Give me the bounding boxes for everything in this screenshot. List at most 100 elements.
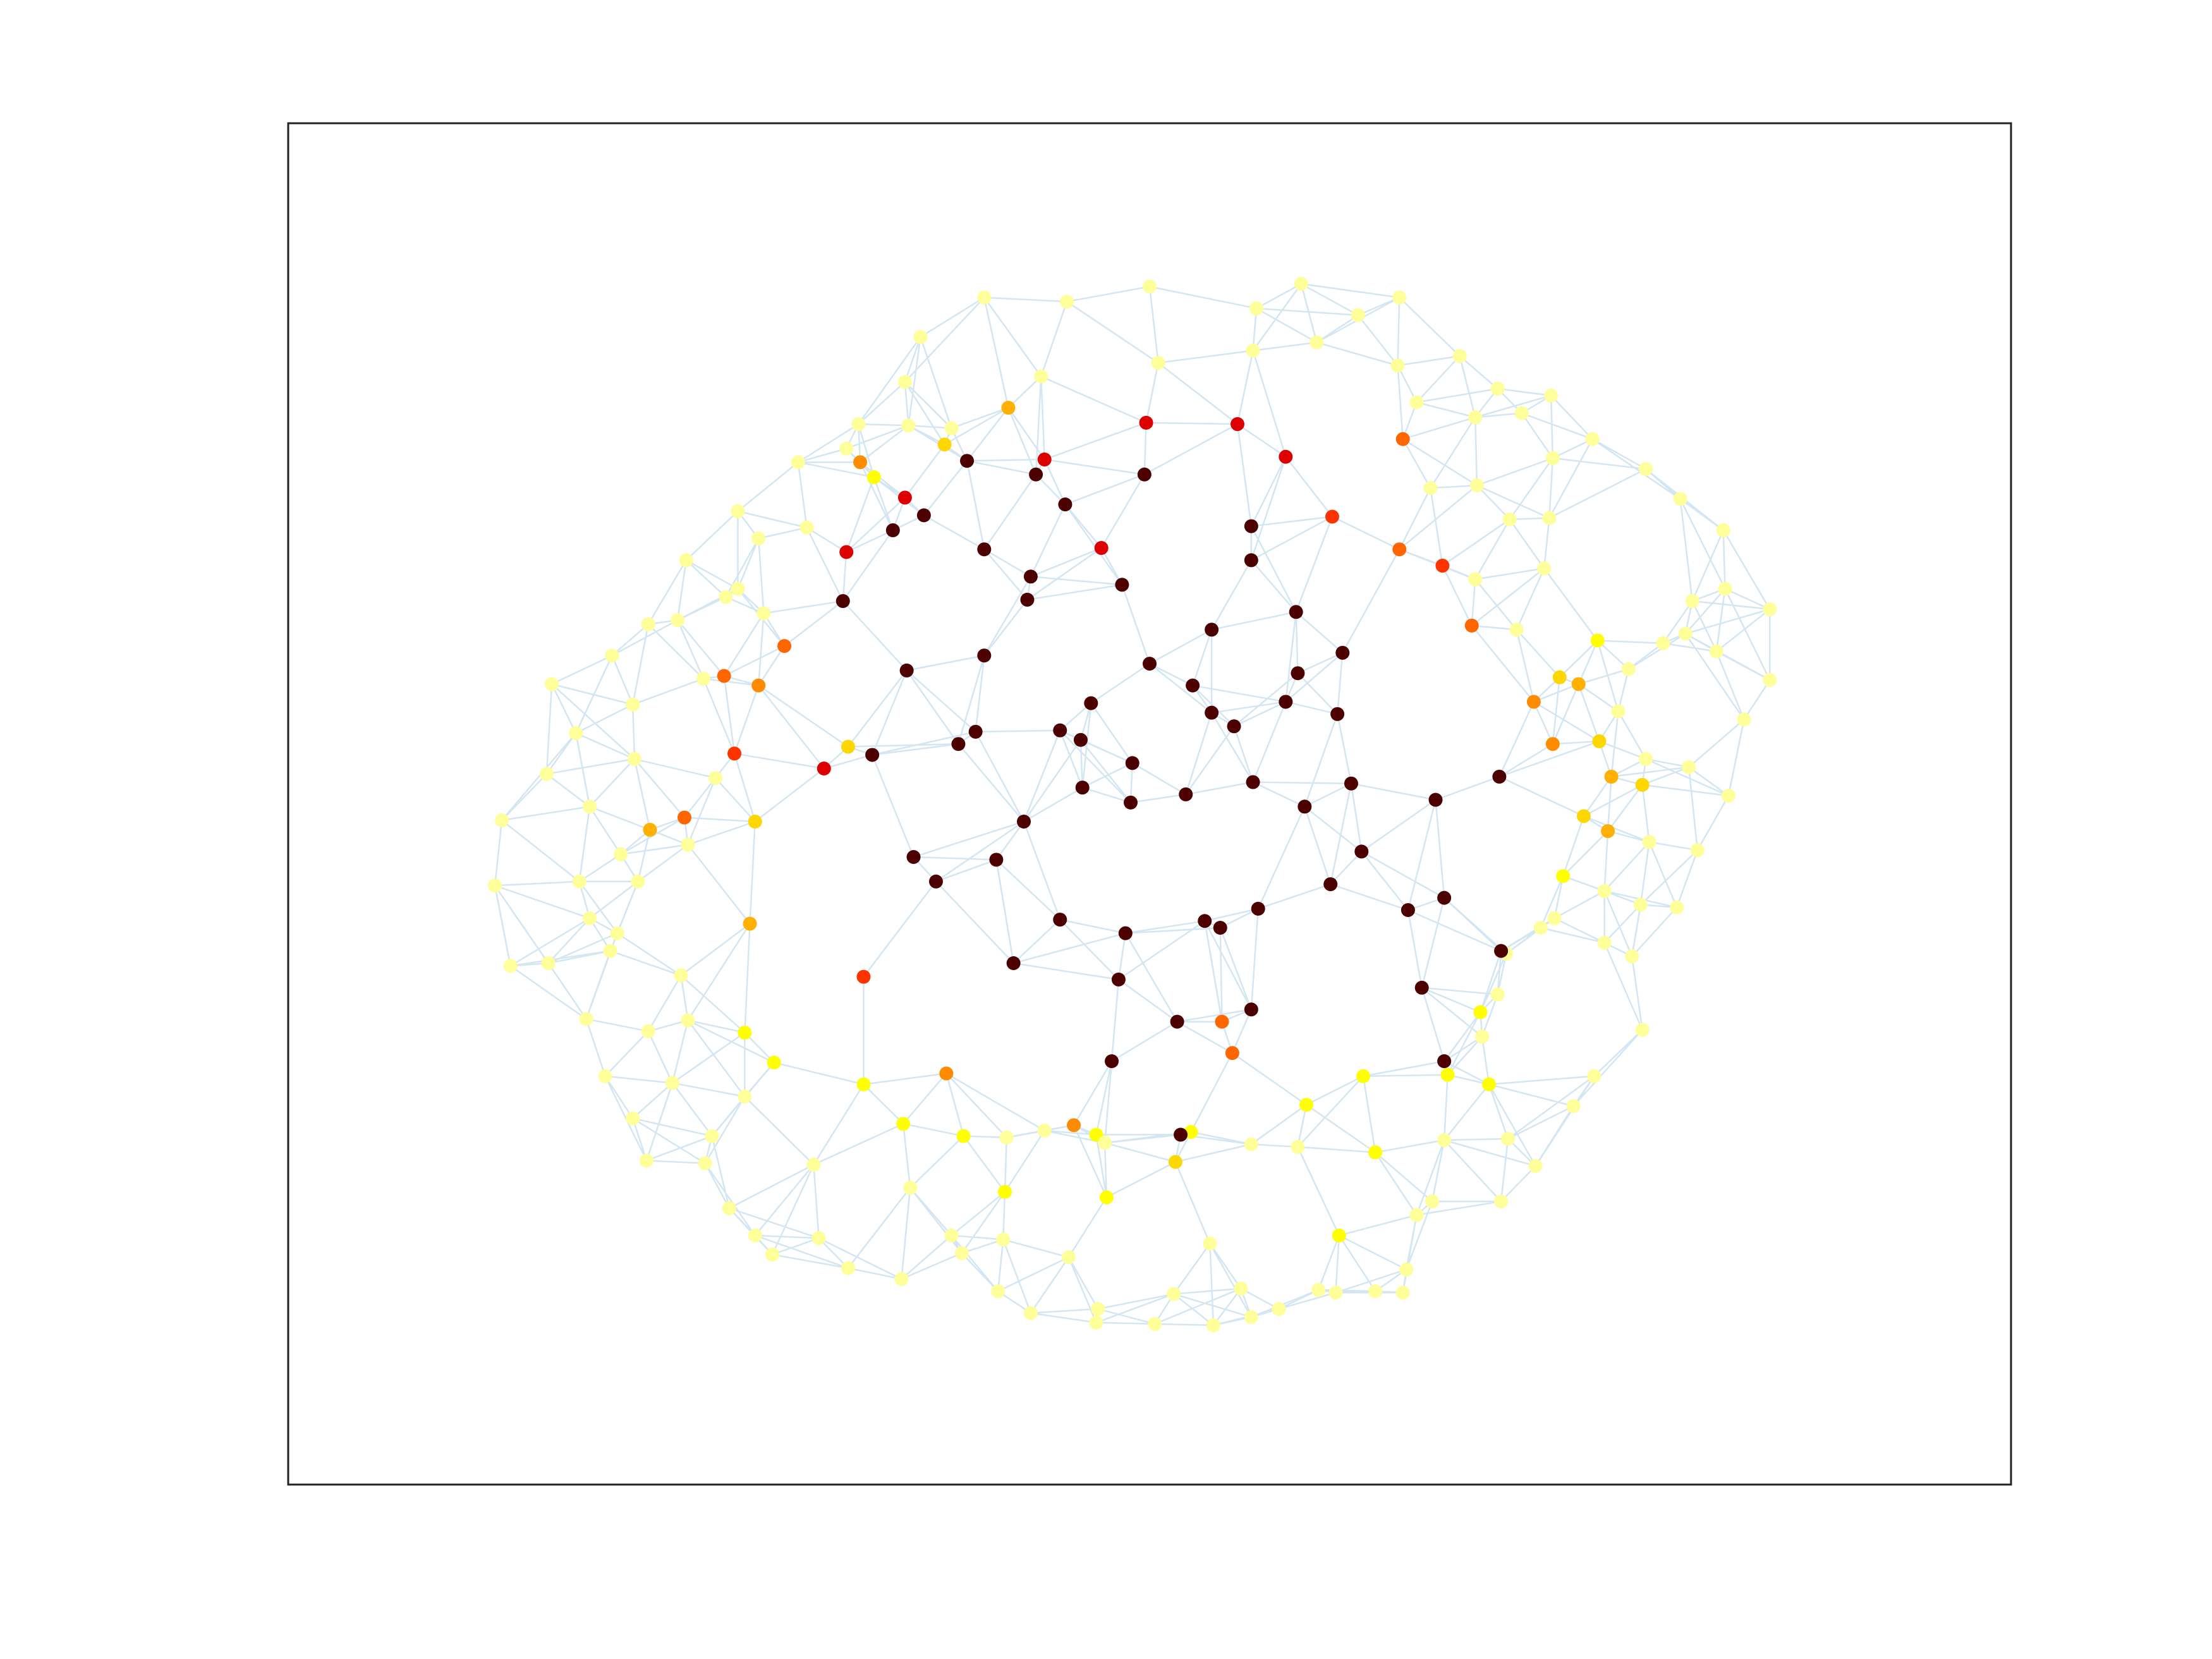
graph-edge [1250,908,1259,1010]
graph-edge [1304,714,1339,807]
graph-node [1067,1118,1081,1133]
plot-frame [287,122,2012,1486]
graph-edge [1297,652,1343,674]
graph-edge [784,600,844,647]
graph-edge [1212,1288,1242,1326]
graph-edge [1416,401,1476,418]
graph-node [681,1013,695,1028]
graph-edge [901,1234,952,1280]
graph-node [1170,1014,1184,1029]
graph-edge [1149,629,1212,665]
graph-edge [963,1135,1007,1138]
graph-node [765,1247,780,1261]
graph-node [1670,900,1684,915]
graph-edge [1066,286,1150,303]
graph-node [1143,279,1157,294]
graph-node [1401,903,1415,918]
graph-edge [842,530,894,602]
graph-edge [798,423,859,463]
graph-node [1721,789,1735,803]
graph-edge [1304,782,1352,808]
graph-edge [1330,851,1363,885]
graph-edge [1631,956,1643,1030]
graph-node [1124,795,1138,810]
graph-edge [1144,423,1238,475]
graph-edge [1435,775,1500,801]
graph-node [1544,388,1559,403]
graph-edge [997,1239,1004,1292]
graph-edge [680,975,689,1021]
graph-edge [1125,920,1205,934]
graph-node [569,726,583,740]
graph-edge [620,844,688,855]
graph-edge [1552,740,1600,745]
graph-edge [1543,518,1550,569]
graph-edge [1067,1256,1099,1310]
graph-edge [1507,1105,1574,1140]
graph-edge [920,336,952,428]
graph-edge [578,881,618,934]
graph-edge [754,1164,815,1236]
graph-edge [1285,701,1338,715]
graph-edge [848,743,959,748]
graph-edge [509,965,587,1020]
graph-node [1604,769,1619,784]
graph-node [937,437,952,452]
graph-edge [744,1031,775,1064]
graph-node [956,1129,971,1143]
graph-edge [935,820,1024,882]
graph-edge [704,1096,746,1164]
graph-edge [1030,1256,1069,1314]
graph-edge [1552,677,1561,744]
graph-edge [1696,795,1730,851]
graph-edge [1256,283,1302,310]
graph-edge [495,880,580,887]
graph-edge [1154,1287,1241,1325]
graph-edge [1044,1129,1097,1136]
graph-node [1234,1281,1248,1296]
graph-edge [1488,1084,1509,1139]
graph-edge [1548,458,1554,518]
graph-edge [757,538,765,614]
graph-edge [1662,600,1693,644]
graph-edge [737,461,799,512]
graph-edge [579,853,621,882]
graph-edge [873,477,894,531]
graph-node [1763,602,1777,616]
graph-edge [1591,438,1646,470]
graph-node [1215,1014,1229,1029]
graph-edge [1442,518,1510,567]
graph-node [866,470,881,485]
graph-node [1001,401,1016,415]
graph-node [1231,417,1245,432]
graph-edge [904,381,952,429]
graph-edge [1402,438,1478,487]
graph-edge [984,296,1067,303]
graph-node [817,761,831,775]
graph-edge [1297,1146,1340,1236]
graph-node [1590,633,1605,648]
graph-node [1542,511,1557,525]
graph-node [1179,787,1193,801]
graph-edge [1475,568,1545,580]
graph-edge [1253,781,1305,808]
graph-node [1020,592,1035,607]
graph-edge [1481,1036,1490,1085]
graph-node [1006,956,1021,971]
graph-edge [647,975,682,1032]
graph-node [1409,1208,1424,1222]
graph-edge [1342,549,1401,653]
graph-node [717,669,731,683]
graph-edge [1204,908,1259,922]
graph-node [896,1117,911,1131]
graph-edge [858,423,909,427]
graph-edge [1111,1021,1178,1062]
graph-edge [846,497,906,553]
graph-edge [1476,484,1550,519]
graph-node [598,1069,612,1083]
graph-edge [1631,906,1678,957]
graph-node [841,739,855,754]
graph-node [1105,1054,1119,1069]
graph-edge [1362,1076,1376,1153]
graph-edge [1421,987,1445,1062]
